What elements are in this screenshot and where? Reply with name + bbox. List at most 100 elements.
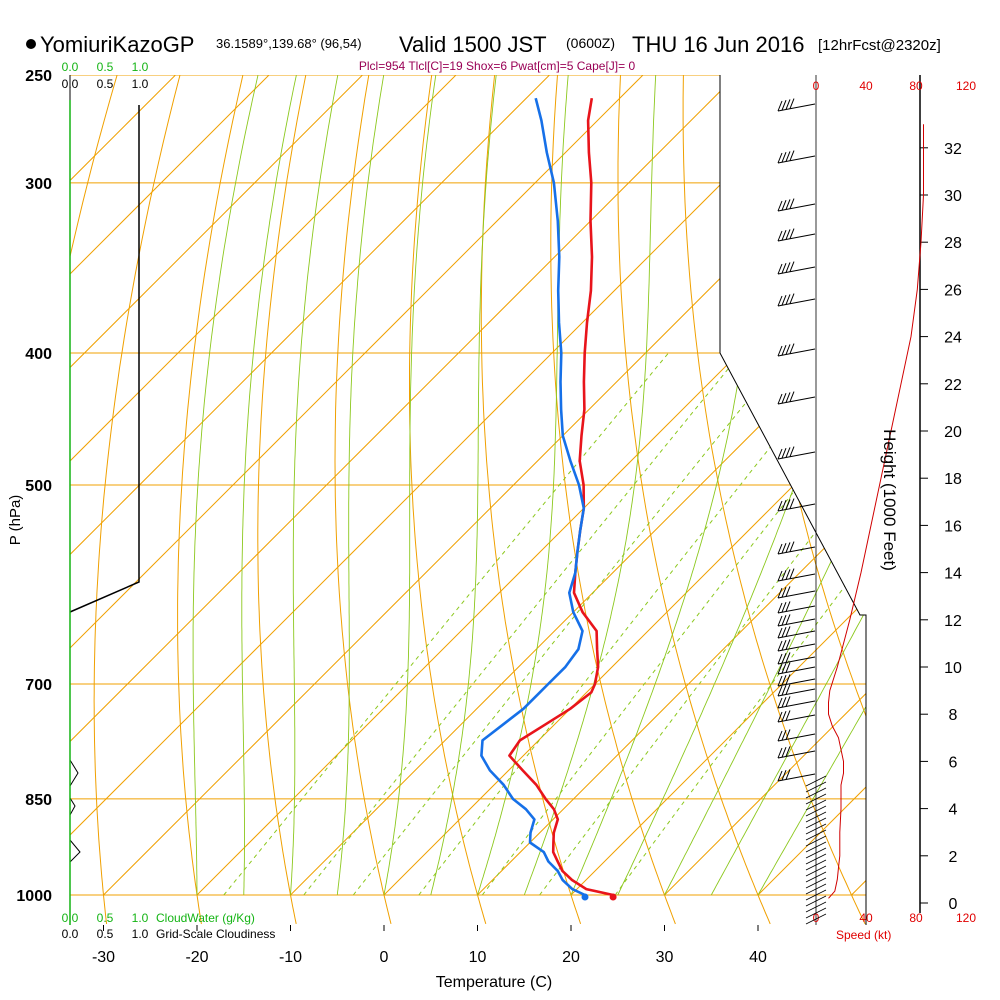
wind-barb-flag (777, 627, 783, 639)
pressure-tick-label: 500 (25, 478, 52, 495)
wind-barb-flag (789, 446, 795, 457)
wind-barb-flag (785, 199, 791, 210)
wind-barb-dense (805, 901, 827, 913)
wind-barb-flag (777, 663, 783, 675)
wind-barb (777, 652, 816, 665)
isotherm-line (70, 75, 644, 896)
wind-barb-flag (785, 392, 791, 403)
wind-barb-dense (805, 895, 827, 907)
moist-adiabat-line (710, 75, 866, 896)
wind-barb-shaft (777, 503, 816, 512)
wind-barb-flag (777, 675, 783, 687)
x-tick-label: 0 (380, 949, 389, 966)
cloudiness-top-tick-label: 1.0 (132, 77, 149, 91)
wind-barb-shaft (777, 605, 816, 614)
dry-adiabat-line (334, 75, 392, 925)
wind-barb-flag (785, 601, 791, 612)
pressure-tick-label: 700 (25, 677, 52, 694)
wind-barb (777, 729, 816, 742)
dry-adiabat-line (933, 51, 1000, 924)
wind-barb-flag (781, 152, 787, 163)
wind-barb-dense (805, 787, 827, 799)
wind-barb-shaft (777, 203, 816, 212)
wind-barb-dense (805, 805, 827, 817)
wind-barb-flag (781, 295, 787, 306)
height-axis-label: Height (1000 Feet) (880, 429, 899, 571)
wind-barb-dense (805, 889, 827, 901)
wind-barb-flag (785, 729, 791, 740)
speed-top-tick-label: 40 (859, 79, 873, 93)
wind-barb-flag (785, 151, 791, 162)
wind-barb-dense (805, 775, 827, 787)
pressure-tick-label: 400 (25, 346, 52, 363)
isotherm-line (70, 75, 457, 896)
surface-dewpoint-point (581, 893, 589, 901)
wind-barb (777, 684, 816, 697)
wind-barb-dense (805, 883, 827, 895)
valid-time: Valid 1500 JST (399, 32, 547, 57)
temperature-profile-line (508, 97, 614, 897)
wind-barb-flag (781, 663, 787, 674)
wind-barb (777, 662, 816, 675)
speed-top-tick-label: 0 (813, 79, 820, 93)
height-tick-label: 16 (944, 518, 962, 535)
wind-barb-flag (781, 602, 787, 613)
station-name: YomiuriKazoGP (40, 32, 194, 57)
wind-barb-flag (777, 345, 783, 357)
isotherm-line (851, 75, 866, 896)
wind-barb-shaft (777, 618, 816, 627)
mixing-ratio-line (481, 352, 866, 896)
wind-barb-shaft (777, 643, 816, 652)
wind-barb-flag (781, 697, 787, 708)
wind-barb-shaft (777, 451, 816, 460)
station-location: 36.1589°,139.68° (96,54) (216, 36, 362, 51)
cloudwater-top-tick-label: 0.0 (62, 60, 79, 74)
wind-speed-line (828, 124, 924, 899)
cloudiness-low-line (69, 759, 81, 863)
station-bullet-icon (26, 39, 36, 49)
wind-barb-flag (777, 295, 783, 307)
wind-barb-flag (785, 769, 791, 780)
wind-barb-flag (781, 345, 787, 356)
wind-barb-flag (785, 746, 791, 757)
wind-barb-flag (785, 674, 791, 685)
wind-barb-flag (777, 685, 783, 697)
wind-barb-flag (789, 343, 795, 354)
cloudiness-line (69, 105, 140, 613)
height-tick-label: 30 (944, 188, 962, 205)
wind-barb-flag (777, 500, 783, 512)
wind-barb-flag (777, 448, 783, 460)
height-tick-label: 28 (944, 235, 962, 252)
wind-barb-flag (777, 230, 783, 242)
wind-barb-flag (785, 344, 791, 355)
wind-barb-flag (777, 602, 783, 614)
wind-barb-dense (805, 811, 827, 823)
speed-bottom-tick-label: 0 (813, 911, 820, 925)
wind-barb (777, 614, 816, 627)
wind-barb-flag (785, 639, 791, 650)
wind-barb-flag (781, 730, 787, 741)
height-tick-label: 0 (949, 896, 958, 913)
height-tick-label: 10 (944, 660, 962, 677)
isotherm-line (290, 75, 866, 896)
dry-adiabat-line (409, 75, 487, 925)
wind-barb-flag (781, 393, 787, 404)
moist-adiabat-line (664, 75, 866, 896)
dry-adiabat-line (995, 51, 1000, 924)
wind-barb (777, 639, 816, 652)
wind-barb-flag (781, 570, 787, 581)
x-tick-label: -30 (92, 949, 115, 966)
wind-barb-flag (785, 499, 791, 510)
wind-barb-dense (805, 859, 827, 871)
cloudwater-top-tick-label: 0.5 (97, 60, 114, 74)
dry-adiabat-line (177, 75, 250, 924)
wind-barb-shaft (777, 688, 816, 697)
dry-adiabat-line (617, 75, 771, 925)
dry-adiabat-line (807, 75, 866, 925)
height-tick-label: 2 (949, 849, 958, 866)
wind-barb-flag (777, 730, 783, 742)
wind-barb-flag (789, 228, 795, 239)
wind-barb (777, 710, 816, 723)
isotherm-line (196, 75, 866, 896)
plot-frame (69, 75, 867, 925)
